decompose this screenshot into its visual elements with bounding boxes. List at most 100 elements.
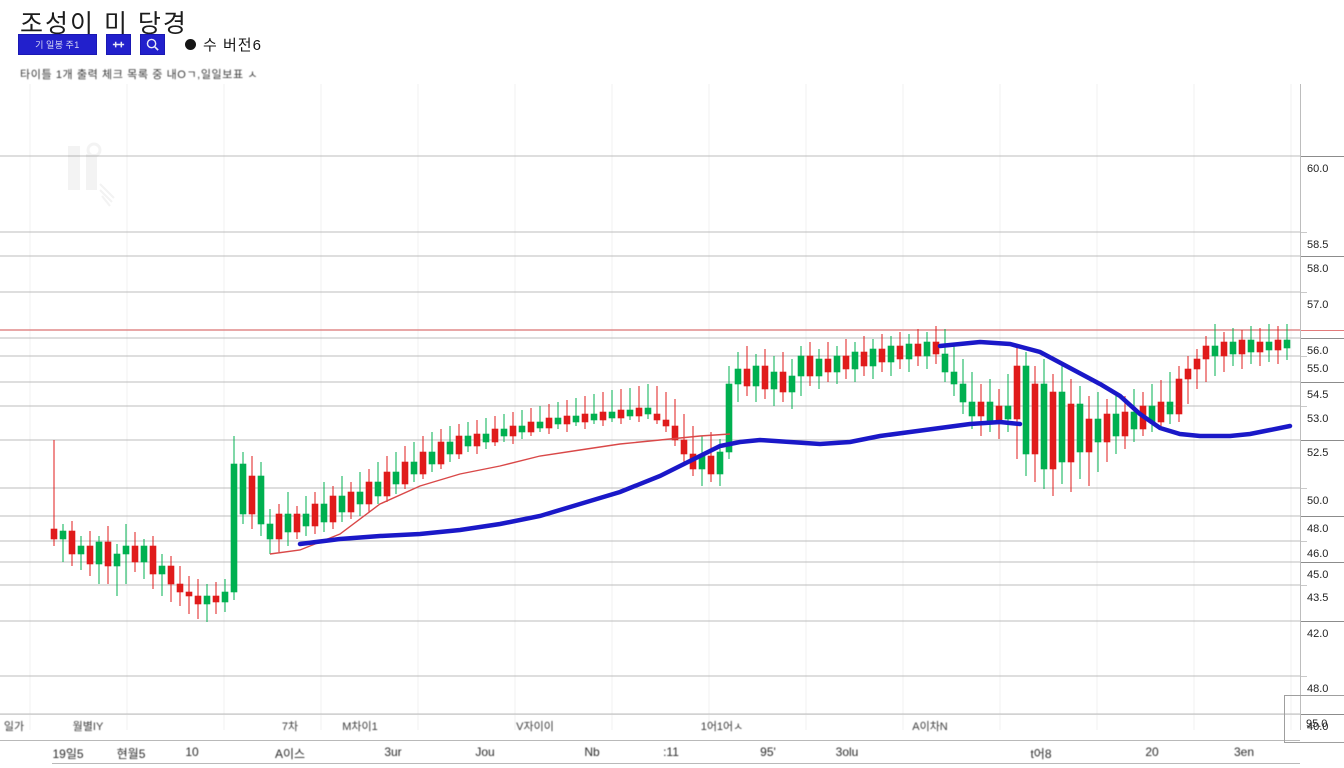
candle[interactable] (302, 496, 310, 536)
candle[interactable] (365, 469, 373, 512)
candle[interactable] (230, 436, 238, 600)
candle-series[interactable] (50, 324, 1291, 622)
candle[interactable] (329, 486, 337, 529)
candle[interactable] (743, 346, 751, 396)
candle[interactable] (1220, 332, 1228, 372)
radio-selected-icon[interactable] (185, 39, 196, 50)
candle[interactable] (446, 426, 454, 462)
candle[interactable] (1166, 372, 1174, 424)
candle[interactable] (734, 352, 742, 402)
candle[interactable] (851, 342, 859, 382)
candle[interactable] (68, 521, 76, 566)
candle[interactable] (149, 536, 157, 589)
candle[interactable] (203, 584, 211, 622)
candle[interactable] (410, 442, 418, 482)
candlestick-plot[interactable] (0, 84, 1300, 730)
candle[interactable] (806, 342, 814, 386)
candle[interactable] (869, 339, 877, 379)
candle[interactable] (572, 398, 580, 426)
candle[interactable] (1202, 336, 1210, 382)
candle[interactable] (941, 329, 949, 382)
candle[interactable] (275, 504, 283, 552)
candle[interactable] (1184, 356, 1192, 404)
candle[interactable] (590, 394, 598, 424)
candle[interactable] (500, 414, 508, 442)
candle[interactable] (527, 408, 535, 436)
candle[interactable] (1013, 346, 1021, 459)
candle[interactable] (59, 524, 67, 562)
candle[interactable] (977, 384, 985, 436)
candle[interactable] (1022, 352, 1030, 476)
candle[interactable] (77, 536, 85, 570)
segment-label-1[interactable]: 일봉 (45, 40, 64, 50)
candle[interactable] (293, 506, 301, 539)
candle[interactable] (419, 436, 427, 479)
time-axis[interactable]: 일가 월별IY 7차 M차이1 V자이이 1어1어ㅅ A이차N 19일5 현월5 10 A이스 3ur… (0, 700, 1300, 768)
candle[interactable] (221, 579, 229, 612)
candle[interactable] (311, 492, 319, 534)
candle[interactable] (653, 386, 661, 424)
candle[interactable] (1211, 324, 1219, 376)
candle[interactable] (212, 582, 220, 614)
candle[interactable] (1247, 326, 1255, 364)
candle[interactable] (707, 432, 715, 482)
candle[interactable] (392, 452, 400, 494)
candle[interactable] (1040, 359, 1048, 489)
candle[interactable] (95, 536, 103, 584)
price-axis[interactable]: 60.0 58.5 58.0 57.0 56.0 55.0 54.5 53.0 52.5 50.0… (1300, 84, 1344, 733)
candle[interactable] (833, 346, 841, 384)
candle[interactable] (608, 390, 616, 422)
candle[interactable] (455, 424, 463, 459)
candle[interactable] (428, 432, 436, 472)
candle[interactable] (581, 396, 589, 429)
crosshair-button[interactable] (106, 34, 131, 55)
candle[interactable] (842, 339, 850, 379)
candle[interactable] (284, 492, 292, 546)
candle[interactable] (950, 346, 958, 396)
candle[interactable] (923, 332, 931, 369)
candle[interactable] (185, 576, 193, 614)
candle[interactable] (1265, 324, 1273, 362)
candle[interactable] (140, 539, 148, 579)
candle[interactable] (815, 349, 823, 389)
candle[interactable] (617, 389, 625, 424)
candle[interactable] (860, 336, 868, 376)
candle[interactable] (338, 476, 346, 522)
candle[interactable] (383, 456, 391, 502)
candle[interactable] (464, 422, 472, 452)
candle[interactable] (770, 356, 778, 406)
candle[interactable] (1067, 379, 1075, 492)
candle[interactable] (635, 386, 643, 422)
candle[interactable] (131, 532, 139, 572)
candle[interactable] (347, 482, 355, 519)
candle[interactable] (914, 329, 922, 366)
candle[interactable] (1229, 328, 1237, 366)
candle[interactable] (536, 406, 544, 432)
candle[interactable] (356, 472, 364, 516)
candle[interactable] (545, 404, 553, 434)
segmented-toolbar-button[interactable]: 기 일봉 주1 (18, 34, 97, 55)
candle[interactable] (644, 384, 652, 419)
candle[interactable] (896, 332, 904, 369)
candle[interactable] (788, 359, 796, 409)
candle[interactable] (50, 440, 58, 546)
candle[interactable] (779, 352, 787, 402)
candle[interactable] (995, 389, 1003, 439)
zoom-button[interactable] (140, 34, 165, 55)
candle[interactable] (239, 452, 247, 524)
candle[interactable] (626, 388, 634, 420)
candle[interactable] (959, 359, 967, 414)
candle[interactable] (518, 410, 526, 439)
candle[interactable] (698, 436, 706, 486)
candle[interactable] (554, 402, 562, 429)
candle[interactable] (248, 456, 256, 529)
candle[interactable] (968, 372, 976, 429)
candle[interactable] (797, 346, 805, 396)
candle[interactable] (1238, 330, 1246, 369)
candle[interactable] (1076, 386, 1084, 479)
candle[interactable] (1193, 349, 1201, 389)
candle[interactable] (1175, 366, 1183, 422)
candle[interactable] (509, 412, 517, 444)
candle[interactable] (878, 334, 886, 372)
candle[interactable] (824, 342, 832, 382)
